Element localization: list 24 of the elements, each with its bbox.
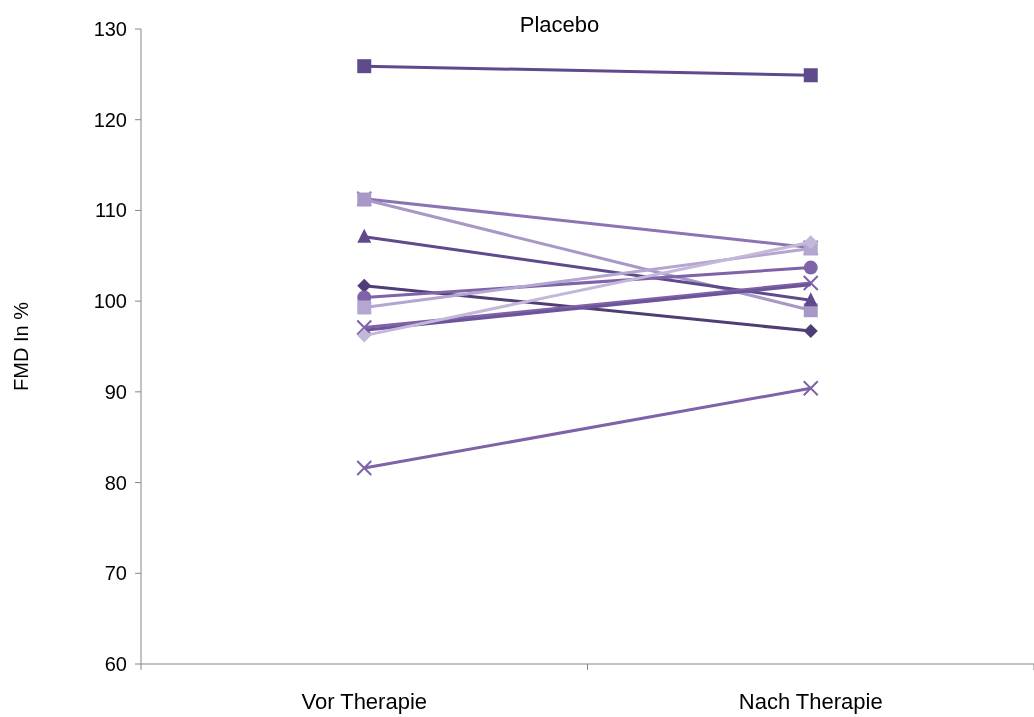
point <box>803 68 818 83</box>
point <box>357 328 372 343</box>
point <box>802 275 819 291</box>
y-tick-label: 130 <box>93 18 127 40</box>
point <box>802 380 819 397</box>
y-tick-label: 80 <box>104 471 127 494</box>
y-tick-label: 100 <box>93 290 127 313</box>
y-tick-label: 60 <box>104 653 127 675</box>
y-tick-label: 70 <box>104 562 127 585</box>
point <box>357 278 372 293</box>
point <box>803 235 818 250</box>
point <box>357 300 372 315</box>
point <box>803 260 818 275</box>
y-tick-label: 90 <box>104 380 127 403</box>
y-tick-label: 110 <box>95 199 127 222</box>
point <box>357 59 372 74</box>
point <box>356 319 373 336</box>
y-tick-label: 120 <box>93 108 127 131</box>
x-tick-label: Nach Therapie <box>738 689 883 714</box>
point <box>356 460 373 477</box>
chart-title: Placebo <box>519 12 600 37</box>
y-axis-title: FMD In % <box>10 301 32 391</box>
x-tick-label: Vor Therapie <box>301 689 428 714</box>
point <box>803 324 818 339</box>
